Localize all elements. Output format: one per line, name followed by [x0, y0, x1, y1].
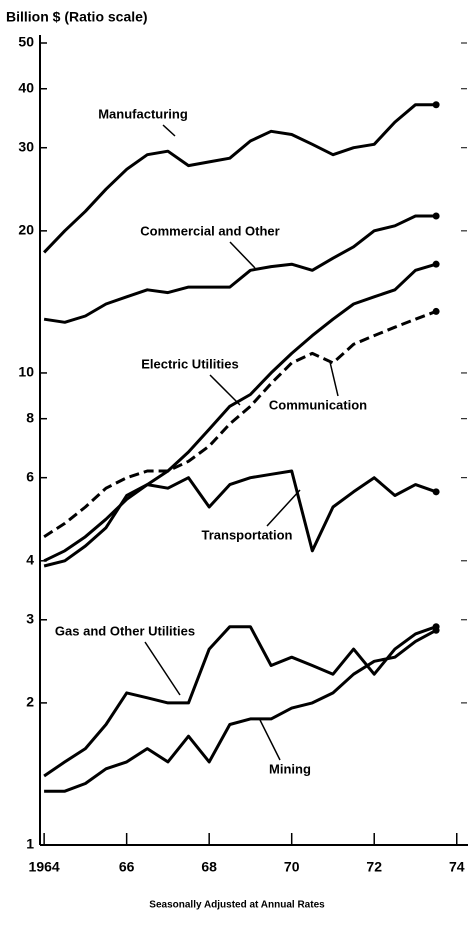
y-tick-label: 50 [18, 34, 34, 50]
series-line [43, 262, 437, 563]
x-tick-label: 66 [119, 859, 135, 875]
y-tick-label: 10 [18, 364, 34, 380]
series-label: Manufacturing [98, 106, 188, 121]
series-line [43, 214, 437, 324]
leader-line [144, 641, 181, 696]
x-tick-label: 1964 [29, 859, 60, 875]
y-tick-label: 20 [18, 222, 34, 238]
leader-line [266, 489, 301, 527]
series-line [44, 628, 437, 793]
leader-line [259, 719, 281, 761]
leader-line [329, 361, 339, 397]
x-tick-label: 68 [201, 859, 217, 875]
y-tick-label: 4 [26, 552, 34, 568]
y-tick-label: 30 [18, 138, 34, 154]
x-tick-label: 74 [449, 859, 465, 875]
series-line [43, 625, 437, 778]
series-label: Electric Utilities [141, 356, 239, 371]
series-label: Gas and Other Utilities [55, 623, 195, 638]
y-tick-label: 8 [26, 409, 34, 425]
footnote: Seasonally Adjusted at Annual Rates [149, 900, 325, 911]
end-dot [432, 488, 440, 496]
y-tick-label: 3 [26, 610, 34, 626]
series-label: Communication [269, 397, 367, 412]
y-tick-label: 40 [18, 79, 34, 95]
series-line [43, 469, 437, 568]
y-tick-label: 2 [26, 694, 34, 710]
leader-line [162, 124, 176, 137]
end-dot [432, 101, 440, 109]
end-dot [432, 260, 440, 268]
end-dot [432, 626, 440, 634]
x-tick-label: 70 [284, 859, 300, 875]
y-tick-label: 6 [26, 468, 34, 484]
x-tick-label: 72 [366, 859, 382, 875]
series-label: Mining [269, 761, 311, 776]
series-label: Commercial and Other [140, 223, 279, 238]
series-label: Transportation [201, 527, 292, 542]
series-line [43, 103, 437, 254]
leader-line [229, 241, 256, 269]
series-line [43, 309, 437, 538]
end-dot [432, 307, 440, 315]
end-dot [432, 212, 440, 220]
y-axis-label: Billion $ (Ratio scale) [6, 9, 148, 25]
leader-line [209, 374, 241, 406]
y-tick-label: 1 [26, 836, 34, 852]
